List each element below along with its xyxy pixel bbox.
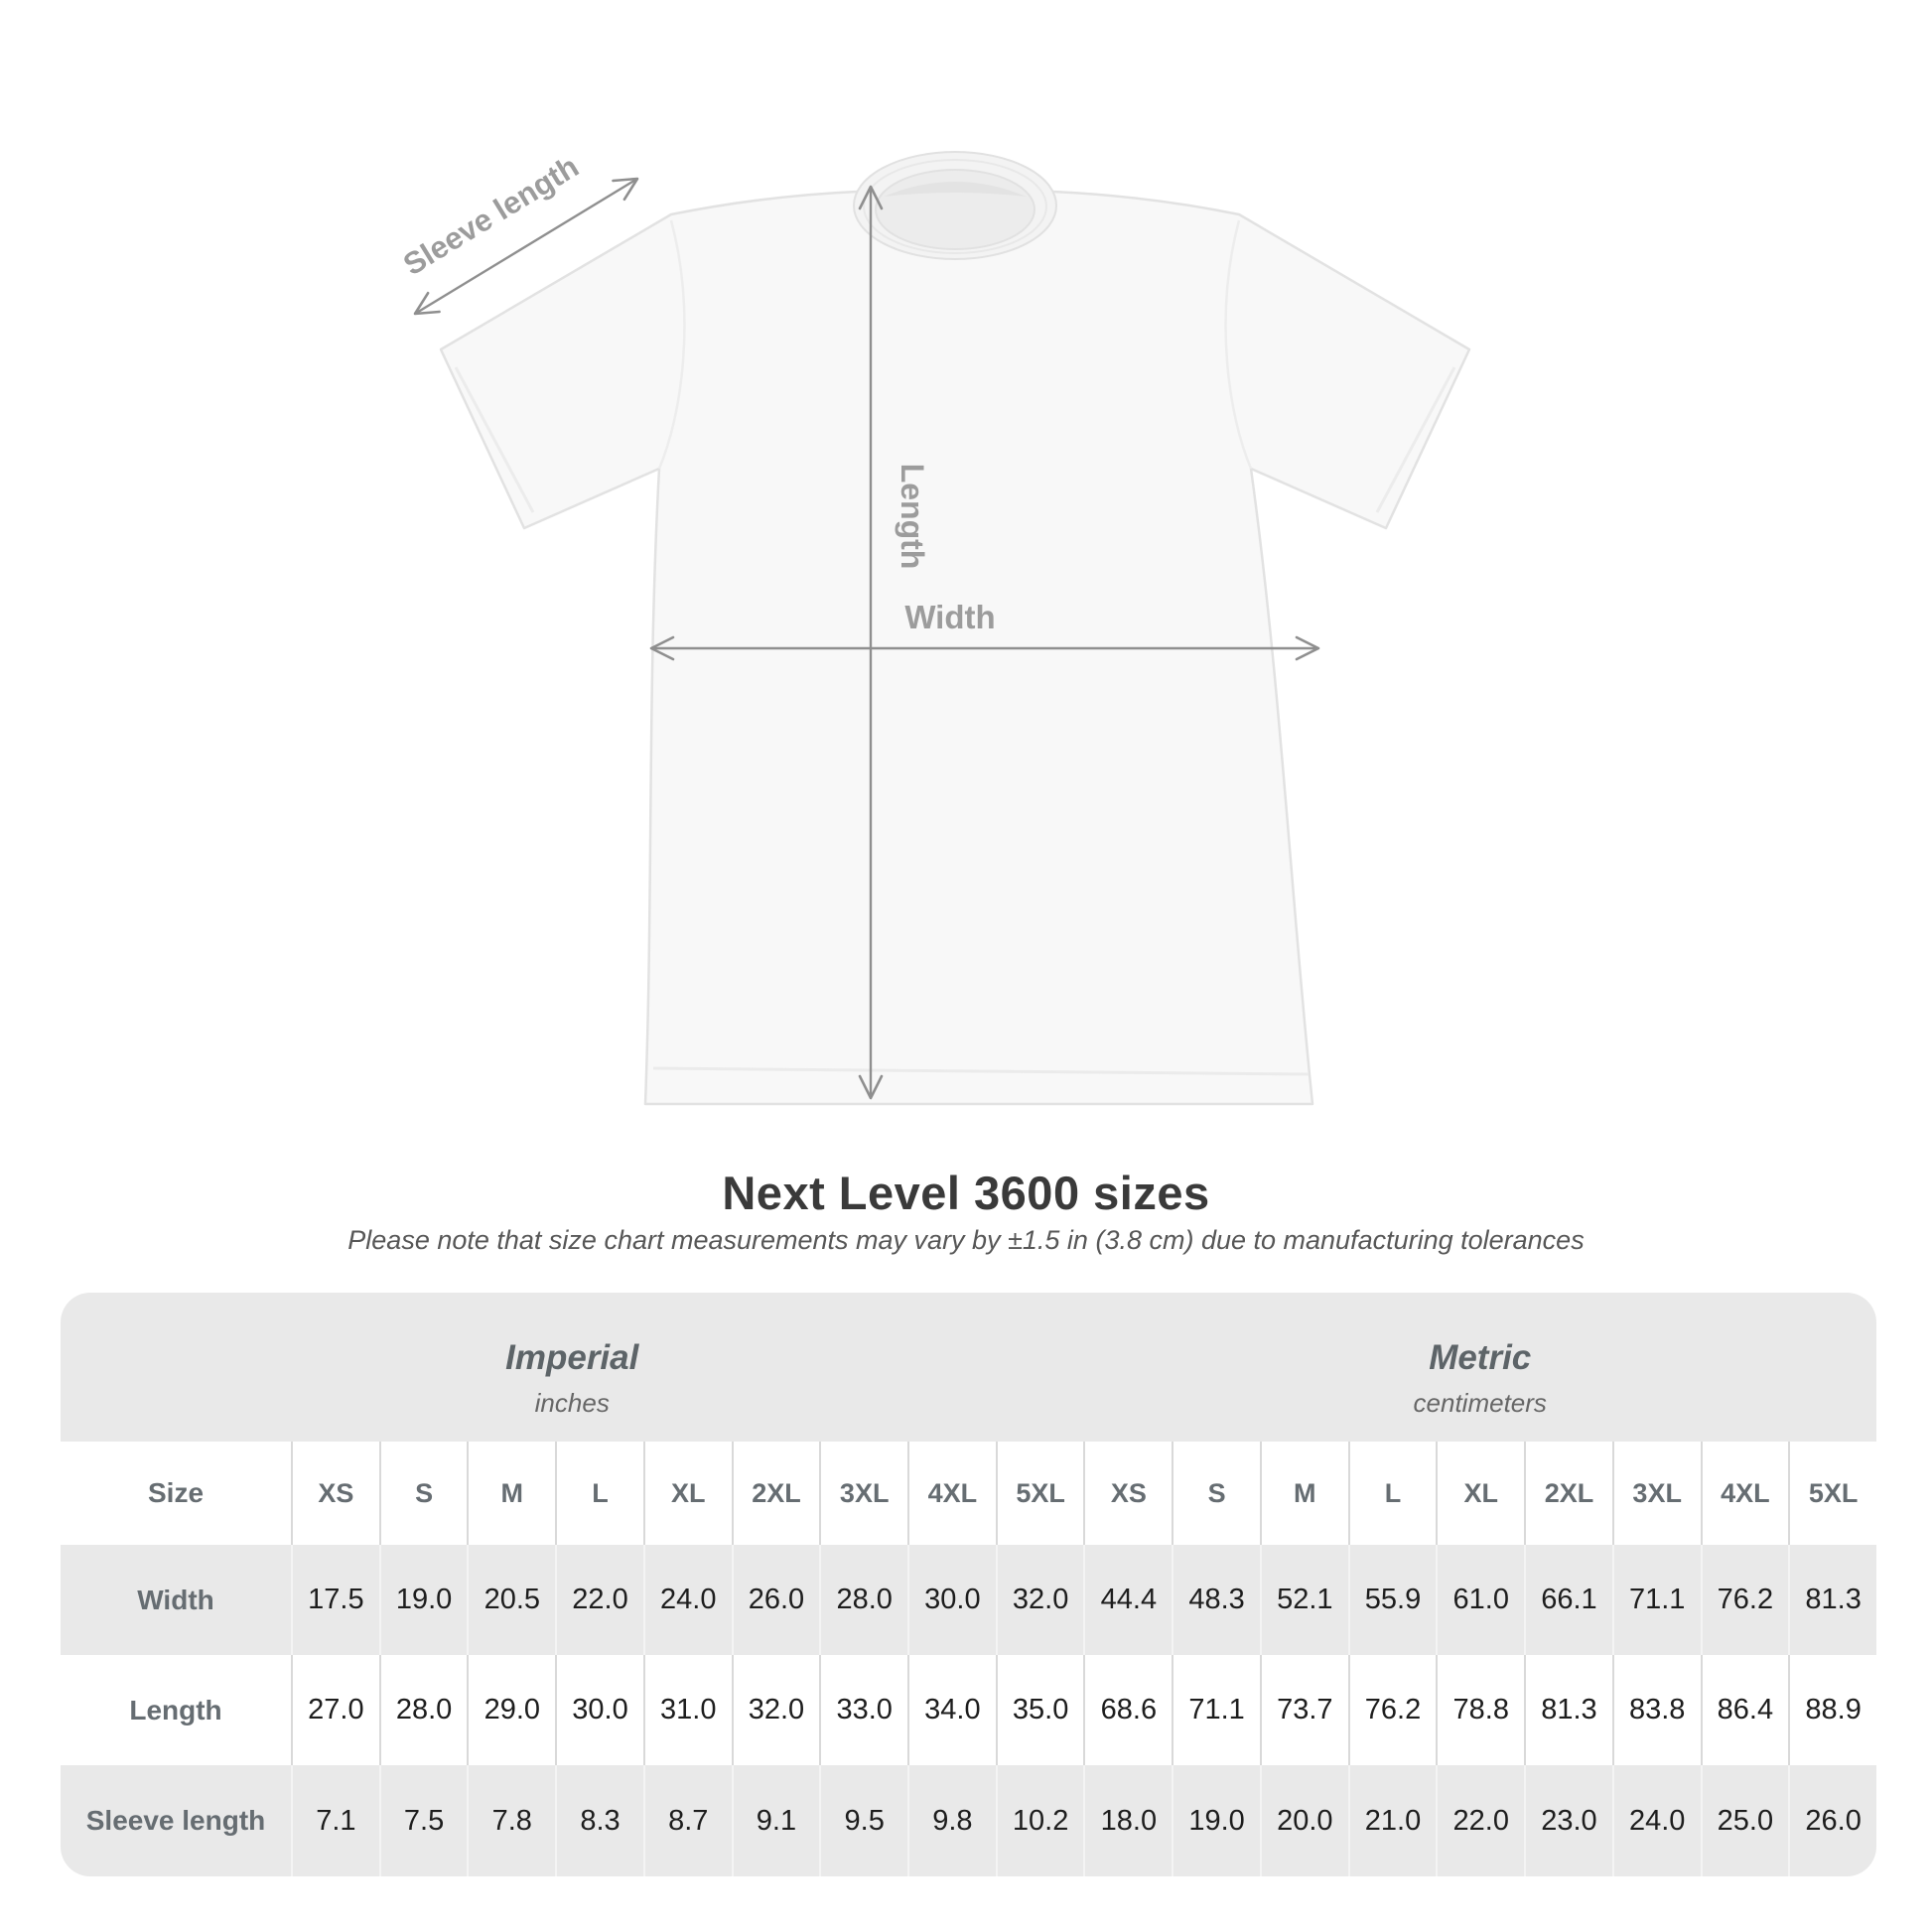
page-subtitle: Please note that size chart measurements… <box>347 1225 1585 1255</box>
cell-value: 29.0 <box>467 1655 556 1765</box>
cell-value: 71.1 <box>1172 1655 1260 1765</box>
size-header: 2XL <box>731 1442 820 1545</box>
cell-value: 28.0 <box>378 1655 468 1765</box>
size-column-header: Size <box>61 1442 291 1545</box>
cell-value: 24.0 <box>642 1545 732 1655</box>
cell-value: 7.8 <box>467 1765 555 1876</box>
size-header: XS <box>291 1442 379 1545</box>
cell-value: 26.0 <box>1788 1765 1876 1876</box>
row-label: Width <box>137 1584 214 1615</box>
size-header: XS <box>1083 1442 1173 1545</box>
size-header: L <box>1347 1442 1437 1545</box>
cell-value: 25.0 <box>1700 1765 1789 1876</box>
cell-value: 26.0 <box>731 1545 820 1655</box>
row-label: Length <box>61 1655 291 1765</box>
cell-value: 81.3 <box>1788 1545 1876 1655</box>
cell-value: 23.0 <box>1524 1765 1612 1876</box>
size-header: 5XL <box>995 1442 1084 1545</box>
cell-value: 31.0 <box>642 1655 732 1765</box>
size-header: XL <box>642 1442 732 1545</box>
width-label: Width <box>904 599 995 635</box>
row-label: Sleeve length <box>85 1805 266 1836</box>
cell-value: 83.8 <box>1611 1655 1701 1765</box>
cell-value: 78.8 <box>1436 1655 1525 1765</box>
size-header: XL <box>1436 1442 1525 1545</box>
cell-value: 30.0 <box>907 1545 996 1655</box>
cell-value: 27.0 <box>291 1655 379 1765</box>
cell-value: 76.2 <box>1347 1655 1437 1765</box>
cell-value: 9.8 <box>907 1765 996 1876</box>
cell-value: 34.0 <box>907 1655 996 1765</box>
size-header: L <box>555 1442 643 1545</box>
cell-value: 32.0 <box>995 1545 1084 1655</box>
cell-value: 21.0 <box>1347 1765 1437 1876</box>
size-header: 2XL <box>1524 1442 1612 1545</box>
sleeve-length-arrow <box>413 177 639 316</box>
cell-value: 88.9 <box>1788 1655 1876 1765</box>
size-header: 3XL <box>819 1442 908 1545</box>
cell-value: 76.2 <box>1700 1545 1789 1655</box>
cell-value: 20.0 <box>1259 1765 1348 1876</box>
unit-group-name: Imperial <box>505 1337 639 1377</box>
tshirt-diagram: Sleeve length Length Width <box>397 149 1471 1106</box>
cell-value: 7.1 <box>291 1765 379 1876</box>
size-chart: Imperial inches Metric centimeters Size XS S M L… <box>61 1293 1876 1876</box>
cell-value: 7.5 <box>378 1765 468 1876</box>
cell-value: 19.0 <box>1172 1765 1260 1876</box>
cell-value: 61.0 <box>1436 1545 1524 1655</box>
cell-value: 52.1 <box>1259 1545 1348 1655</box>
cell-value: 32.0 <box>731 1655 820 1765</box>
size-header: M <box>467 1442 556 1545</box>
cell-value: 30.0 <box>555 1655 643 1765</box>
cell-value: 17.5 <box>291 1545 379 1655</box>
cell-value: 73.7 <box>1259 1655 1348 1765</box>
cell-value: 9.1 <box>731 1765 820 1876</box>
size-header: 5XL <box>1788 1442 1876 1545</box>
cell-value: 35.0 <box>995 1655 1084 1765</box>
cell-value: 55.9 <box>1347 1545 1437 1655</box>
unit-group-unit: inches <box>534 1387 610 1418</box>
cell-value: 22.0 <box>555 1545 643 1655</box>
size-chart-table: Imperial inches Metric centimeters Size XS S M L… <box>61 1293 1876 1876</box>
unit-group-name: Metric <box>1429 1337 1532 1377</box>
cell-value: 28.0 <box>819 1545 907 1655</box>
cell-value: 8.7 <box>642 1765 732 1876</box>
size-header: S <box>378 1442 468 1545</box>
size-header: 3XL <box>1611 1442 1701 1545</box>
cell-value: 19.0 <box>378 1545 468 1655</box>
cell-value: 86.4 <box>1700 1655 1789 1765</box>
cell-value: 10.2 <box>995 1765 1084 1876</box>
cell-value: 22.0 <box>1436 1765 1524 1876</box>
cell-value: 33.0 <box>819 1655 908 1765</box>
unit-group-unit: centimeters <box>1413 1387 1547 1418</box>
size-header: S <box>1172 1442 1260 1545</box>
sleeve-length-label: Sleeve length <box>397 149 585 282</box>
cell-value: 9.5 <box>819 1765 907 1876</box>
cell-value: 66.1 <box>1524 1545 1612 1655</box>
cell-value: 71.1 <box>1611 1545 1701 1655</box>
size-header: 4XL <box>1700 1442 1789 1545</box>
page-title: Next Level 3600 sizes <box>722 1167 1210 1219</box>
cell-value: 48.3 <box>1172 1545 1260 1655</box>
cell-value: 44.4 <box>1083 1545 1172 1655</box>
cell-value: 20.5 <box>467 1545 555 1655</box>
unit-group-header: Imperial inches <box>61 1293 1083 1442</box>
cell-value: 24.0 <box>1611 1765 1701 1876</box>
size-header: M <box>1259 1442 1348 1545</box>
cell-value: 18.0 <box>1083 1765 1172 1876</box>
length-label: Length <box>895 464 930 570</box>
cell-value: 81.3 <box>1524 1655 1612 1765</box>
size-header: 4XL <box>907 1442 996 1545</box>
cell-value: 8.3 <box>555 1765 643 1876</box>
unit-group-header: Metric centimeters <box>1083 1293 1876 1442</box>
cell-value: 68.6 <box>1083 1655 1173 1765</box>
